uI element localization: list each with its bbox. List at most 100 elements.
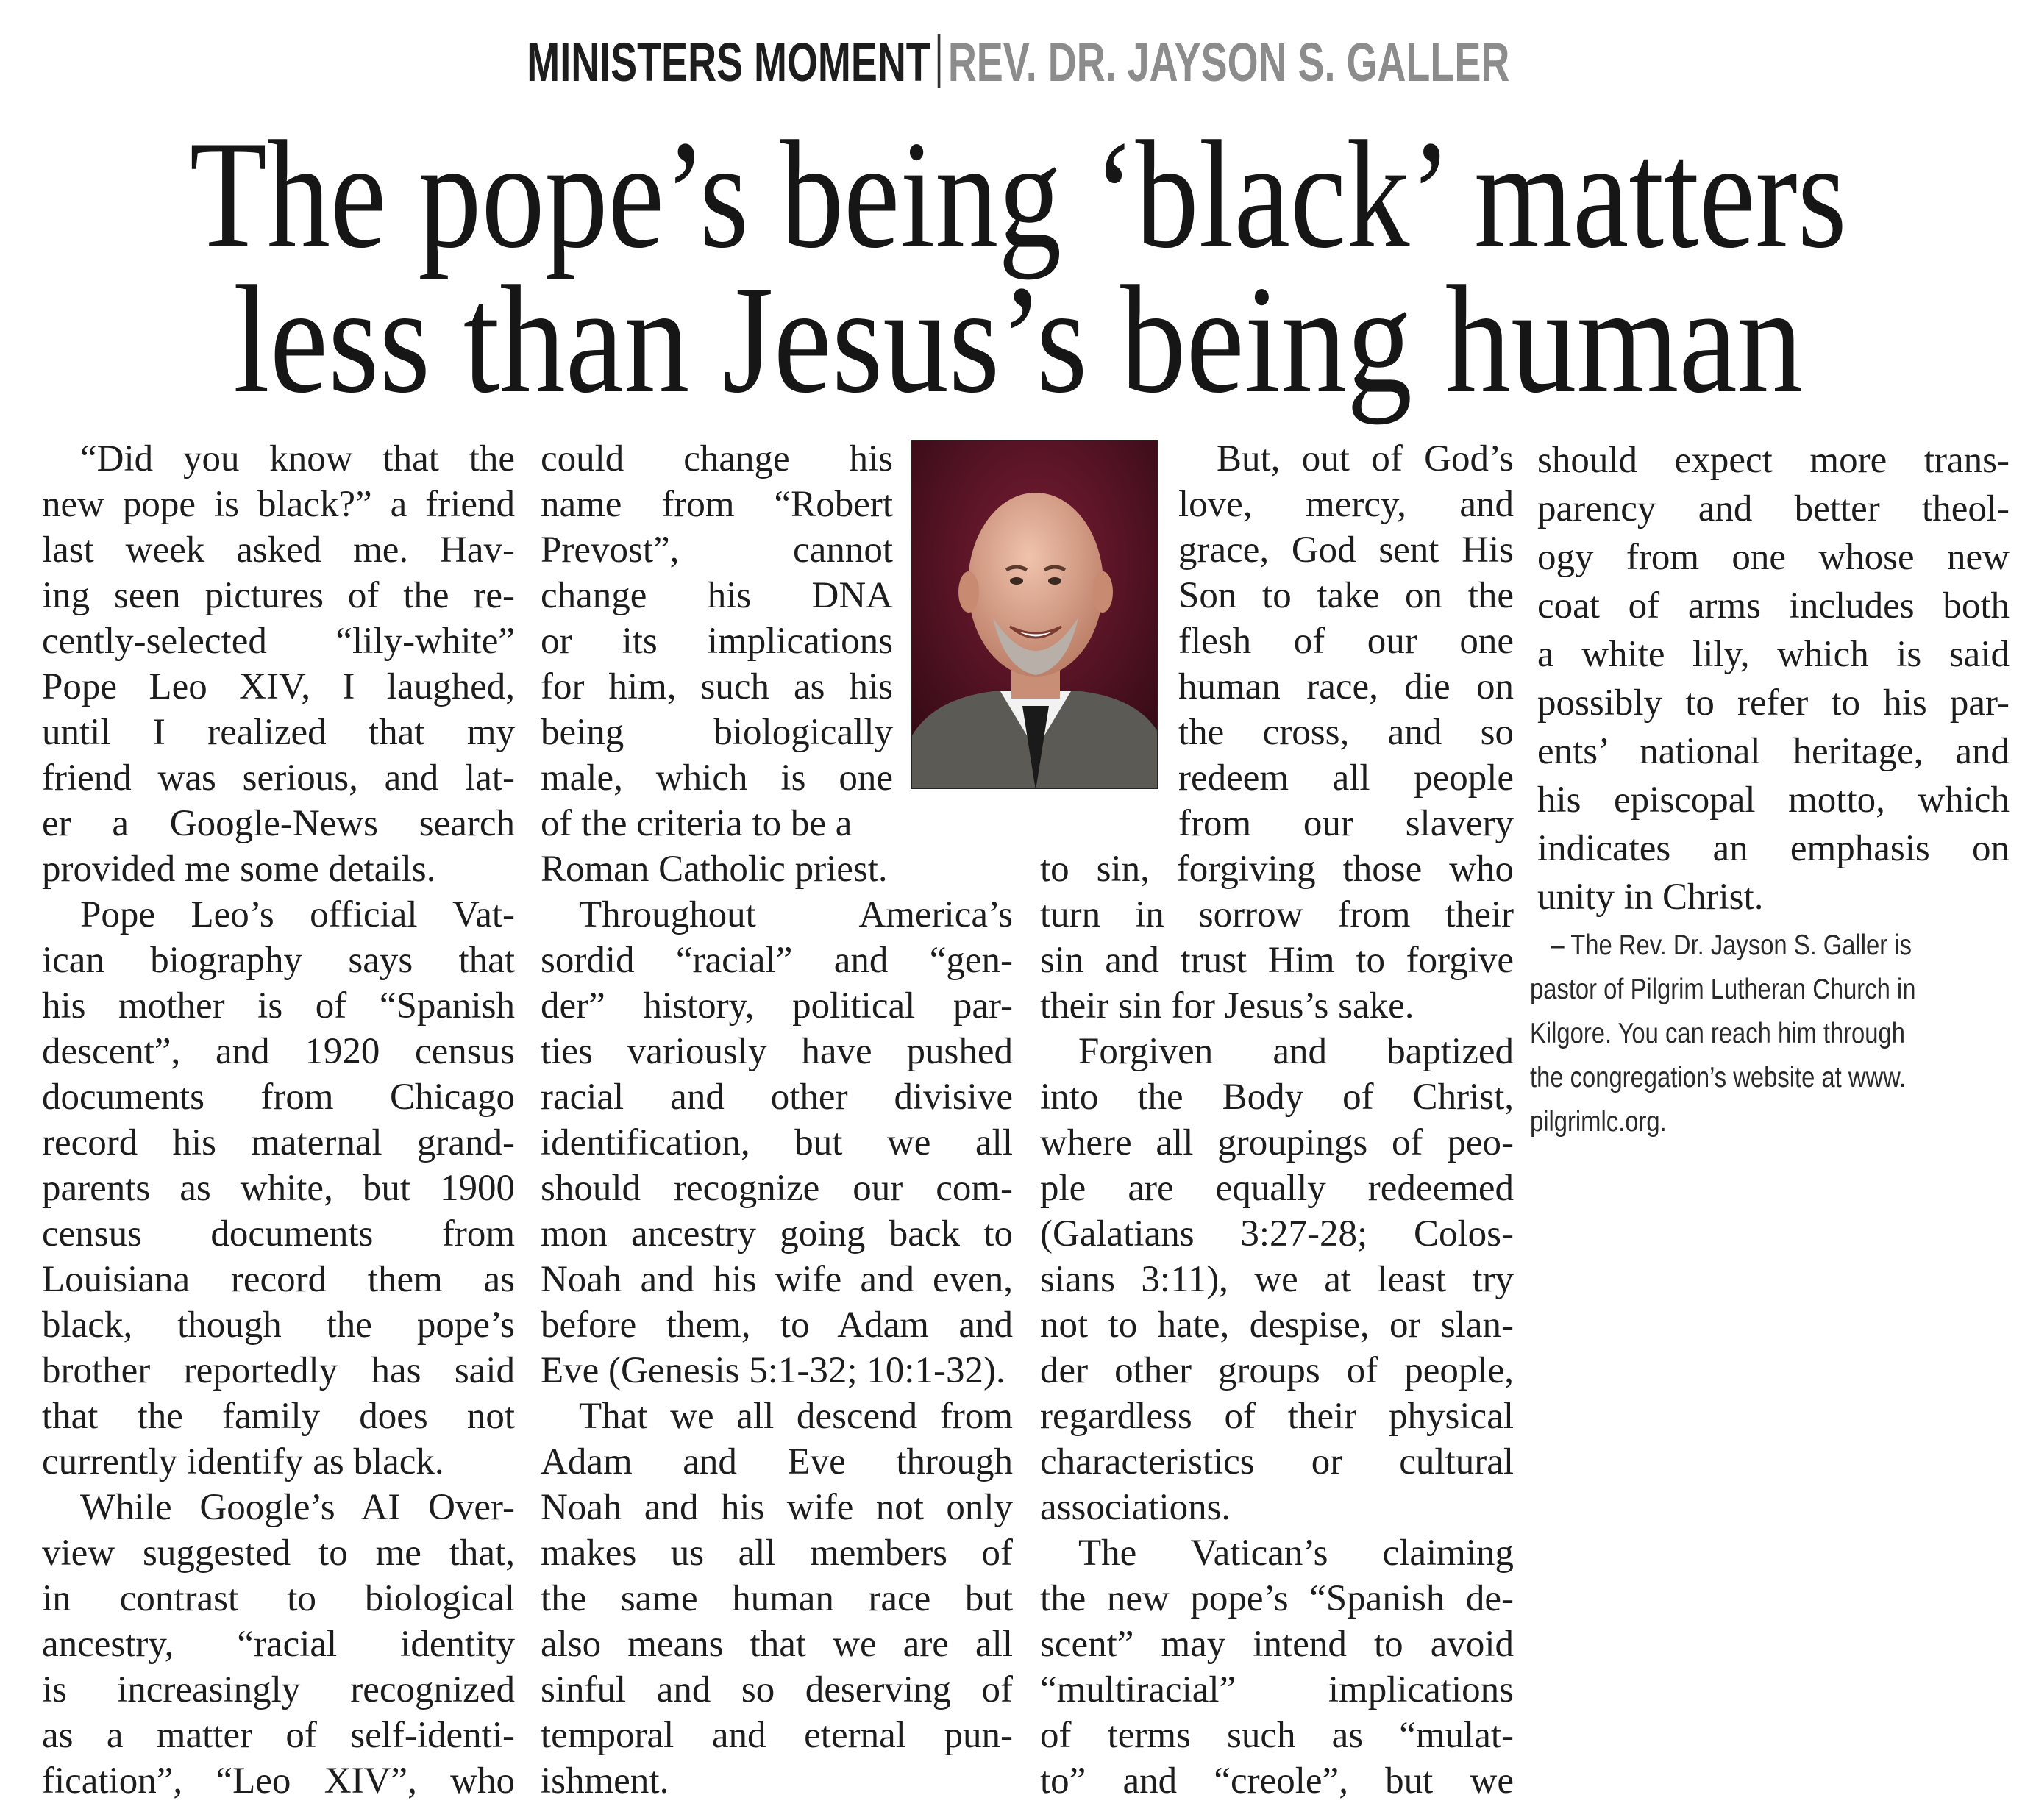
text-line: mon ancestry going back to xyxy=(541,1213,1013,1255)
text-line: name from “Robert xyxy=(541,484,893,525)
text-line: (Galatians 3:27-28; Colos- xyxy=(1040,1213,1514,1255)
text-line: The Vatican’s claiming xyxy=(1078,1532,1514,1574)
kicker-line: MINISTERS MOMENT REV. DR. JAYSON S. GALLE… xyxy=(527,29,1509,96)
text-line: “Did you know that the xyxy=(80,438,515,479)
article-column-4: should expect more trans-parency and bet… xyxy=(1537,436,2010,921)
text-line: possibly to refer to his par- xyxy=(1537,682,2010,724)
bio-line: Kilgore. You can reach him through xyxy=(1530,1018,1905,1049)
text-line: view suggested to me that, xyxy=(42,1532,515,1574)
text-line: Louisiana record them as xyxy=(42,1259,515,1300)
text-line: is increasingly recognized xyxy=(42,1669,515,1710)
text-line: as a matter of self-identi- xyxy=(42,1715,515,1756)
text-line: in contrast to biological xyxy=(42,1578,515,1619)
text-line: last week asked me. Hav- xyxy=(42,529,515,571)
text-line: sinful and so deserving of xyxy=(541,1669,1013,1710)
text-line: descent”, and 1920 census xyxy=(42,1031,515,1072)
author-portrait-image xyxy=(912,441,1157,788)
author-byline: REV. DR. JAYSON S. GALLER xyxy=(947,32,1509,93)
text-line: into the Body of Christ, xyxy=(1040,1077,1514,1118)
text-line: coat of arms includes both xyxy=(1537,585,2010,627)
text-line: grace, God sent His xyxy=(1178,529,1514,571)
text-line: brother reportedly has said xyxy=(42,1350,515,1391)
text-line: ents’ national heritage, and xyxy=(1537,731,2010,772)
text-line: human race, die on xyxy=(1178,666,1514,707)
text-line: documents from Chicago xyxy=(42,1077,515,1118)
bio-line: – The Rev. Dr. Jayson S. Galler is xyxy=(1551,929,1912,961)
text-line: Eve (Genesis 5:1-32; 10:1-32). xyxy=(541,1350,1005,1391)
text-line: Prevost”, cannot xyxy=(541,529,893,571)
text-line: flesh of our one xyxy=(1178,621,1514,662)
text-line: the cross, and so xyxy=(1178,712,1514,753)
text-line: Roman Catholic priest. xyxy=(541,849,888,890)
text-line: census documents from xyxy=(42,1213,515,1255)
text-line: not to hate, despise, or slan- xyxy=(1040,1305,1514,1346)
text-line: until I realized that my xyxy=(42,712,515,753)
text-line: should recognize our com- xyxy=(541,1168,1013,1209)
text-line: turn in sorrow from their xyxy=(1040,894,1514,935)
text-line: ishment. xyxy=(541,1760,669,1802)
kicker: MINISTERS MOMENT REV. DR. JAYSON S. GALLE… xyxy=(0,29,2036,96)
bio-line: the congregation’s website at www. xyxy=(1530,1062,1907,1093)
text-line: der other groups of people, xyxy=(1040,1350,1514,1391)
text-line: the new pope’s “Spanish de- xyxy=(1040,1578,1514,1619)
text-line: change his DNA xyxy=(541,575,893,616)
text-line: ican biography says that xyxy=(42,940,515,981)
text-line: currently identify as black. xyxy=(42,1441,444,1482)
text-line: racial and other divisive xyxy=(541,1077,1013,1118)
text-line: should expect more trans- xyxy=(1537,440,2010,481)
text-line: While Google’s AI Over- xyxy=(80,1487,515,1528)
headline-line-1: The pope’s being ‘black’ matters xyxy=(189,110,1847,280)
text-line: sians 3:11), we at least try xyxy=(1040,1259,1514,1300)
headline-line-2-wrap: less than Jesus’s being human xyxy=(0,263,2036,417)
text-line: friend was serious, and lat- xyxy=(42,757,515,799)
text-line: makes us all members of xyxy=(541,1532,1013,1574)
text-line: temporal and eternal pun- xyxy=(541,1715,1013,1756)
text-line: Noah and his wife and even, xyxy=(541,1259,1013,1300)
text-line: parents as white, but 1900 xyxy=(42,1168,515,1209)
text-line: black, though the pope’s xyxy=(42,1305,515,1346)
text-line: regardless of their physical xyxy=(1040,1396,1514,1437)
author-photo xyxy=(911,440,1158,789)
text-line: ogy from one whose new xyxy=(1537,537,2010,578)
text-line: or its implications xyxy=(541,621,893,662)
text-line: Son to take on the xyxy=(1178,575,1514,616)
text-line: sordid “racial” and “gen- xyxy=(541,940,1013,981)
text-line: identification, but we all xyxy=(541,1122,1013,1163)
text-line: ties variously have pushed xyxy=(541,1031,1013,1072)
text-line: their sin for Jesus’s sake. xyxy=(1040,985,1414,1027)
text-line: of terms such as “mulat- xyxy=(1040,1715,1514,1756)
text-line: ple are equally redeemed xyxy=(1040,1168,1514,1209)
text-line: Forgiven and baptized xyxy=(1078,1031,1514,1072)
text-line: cently-selected “lily-white” xyxy=(42,621,515,662)
section-name: MINISTERS MOMENT xyxy=(526,32,930,93)
text-line: er a Google-News search xyxy=(42,803,515,844)
text-line: that the family does not xyxy=(42,1396,515,1437)
text-line: Adam and Eve through xyxy=(541,1441,1013,1482)
article-column-1: “Did you know that the new pope is black?… xyxy=(42,436,515,1804)
text-line: Pope Leo XIV, I laughed, xyxy=(42,666,515,707)
text-line: unity in Christ. xyxy=(1537,877,1764,918)
text-line: new pope is black?” a friend xyxy=(42,484,515,525)
text-line: indicates an emphasis on xyxy=(1537,828,2010,869)
bio-line: pastor of Pilgrim Lutheran Church in xyxy=(1530,974,1916,1005)
text-line: Throughout America’s xyxy=(579,894,1013,935)
text-line: redeem all people xyxy=(1178,757,1514,799)
text-line: from our slavery xyxy=(1178,803,1514,844)
article-column-3: But, out of God’s love, mercy, and grace, … xyxy=(1040,436,1514,1804)
text-line: a white lily, which is said xyxy=(1537,634,2010,675)
headline-line-1-wrap: The pope’s being ‘black’ matters xyxy=(0,118,2036,272)
text-line: to” and “creole”, but we xyxy=(1040,1760,1514,1802)
text-line: scent” may intend to avoid xyxy=(1040,1624,1514,1665)
bio-line: pilgrimlc.org. xyxy=(1530,1106,1667,1138)
kicker-divider xyxy=(937,34,941,88)
text-line: the same human race but xyxy=(541,1578,1013,1619)
text-line: fication”, “Leo XIV”, who xyxy=(42,1760,515,1802)
text-line: record his maternal grand- xyxy=(42,1122,515,1163)
text-line: But, out of God’s xyxy=(1217,438,1514,479)
text-line: provided me some details. xyxy=(42,849,436,890)
text-line: being biologically xyxy=(541,712,893,753)
text-line: characteristics or cultural xyxy=(1040,1441,1514,1482)
text-line: sin and trust Him to forgive xyxy=(1040,940,1514,981)
text-line: where all groupings of peo- xyxy=(1040,1122,1514,1163)
text-line: male, which is one xyxy=(541,757,893,799)
